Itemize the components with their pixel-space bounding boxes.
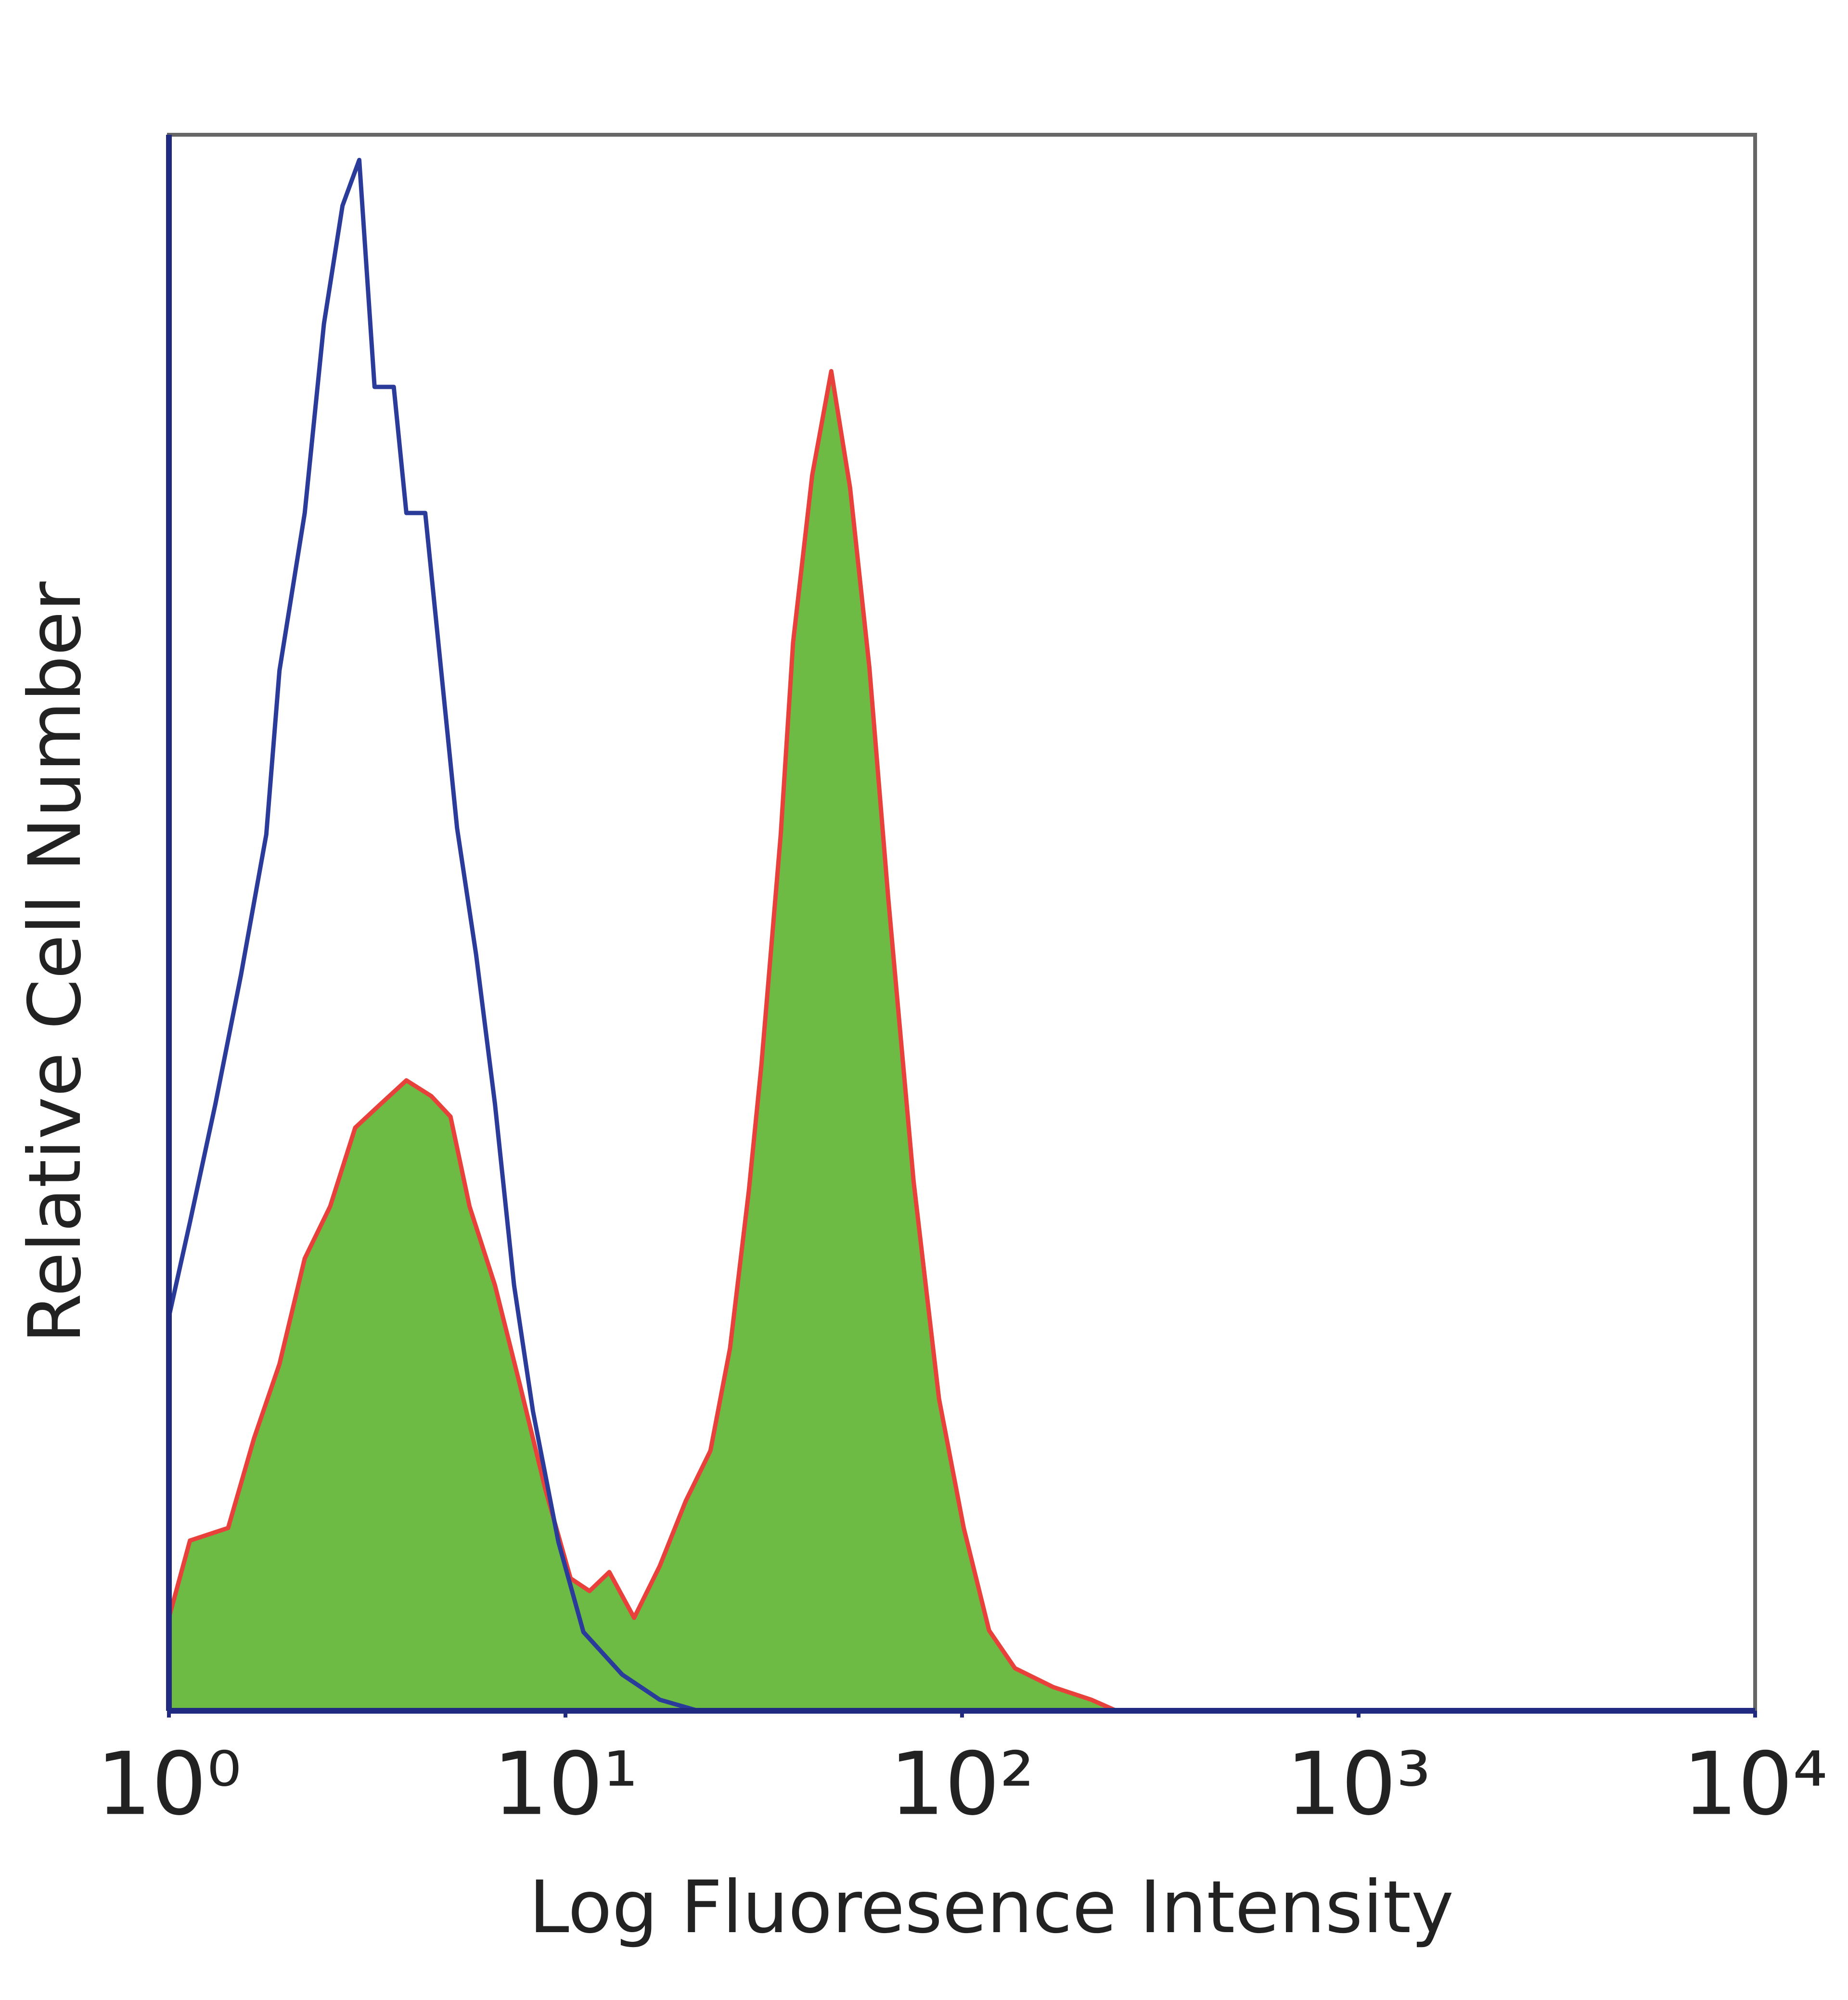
x-tick-label: 10⁰ <box>96 1734 241 1834</box>
x-axis-label: Log Fluoresence Intensity <box>529 1866 1454 1949</box>
y-axis-label: Relative Cell Number <box>13 581 97 1344</box>
area <box>169 371 1116 1711</box>
x-tick-label: 10⁴ <box>1682 1734 1827 1834</box>
x-tick-label: 10³ <box>1286 1734 1431 1834</box>
x-tick-label: 10¹ <box>493 1734 638 1834</box>
histogram-line <box>167 369 1117 1713</box>
histogram-line <box>167 157 699 1713</box>
x-tick-label: 10² <box>889 1734 1034 1834</box>
